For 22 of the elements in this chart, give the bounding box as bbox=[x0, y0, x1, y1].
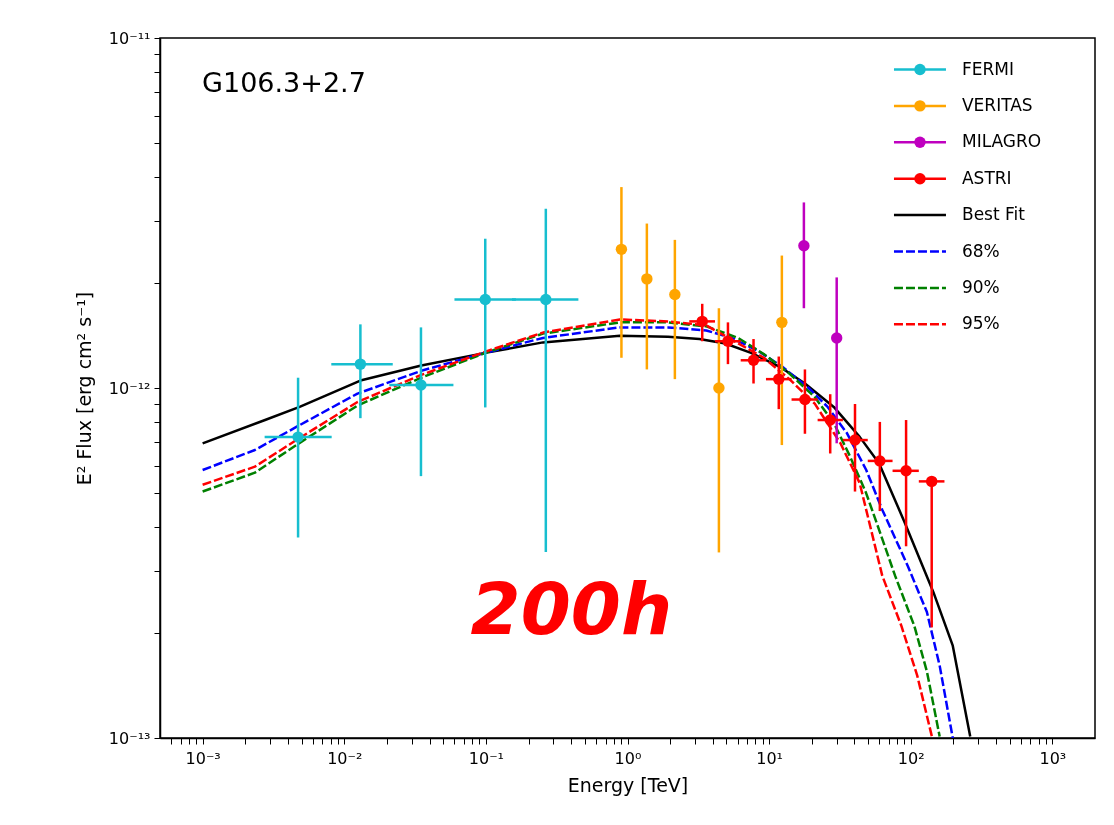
legend-label: 95% bbox=[961, 313, 1000, 334]
legend-label: FERMI bbox=[961, 58, 1014, 79]
x-tick-label: 10⁰ bbox=[614, 748, 642, 768]
y-tick-label: 10⁻¹² bbox=[108, 378, 151, 398]
legend-label: ASTRI bbox=[961, 167, 1012, 188]
x-tick-label: 10⁻¹ bbox=[468, 748, 504, 768]
x-tick-label: 10³ bbox=[1039, 748, 1067, 768]
x-tick-label: 10⁻² bbox=[327, 748, 363, 768]
x-tick-label: 10⁻³ bbox=[185, 748, 221, 768]
annotation: G106.3+2.7 bbox=[202, 66, 366, 98]
y-tick-label: 10⁻¹¹ bbox=[108, 28, 151, 48]
x-tick-label: 10² bbox=[897, 748, 925, 768]
y-tick-label: 10⁻¹³ bbox=[108, 728, 151, 748]
legend-label: MILAGRO bbox=[961, 131, 1042, 152]
y-axis-title: E² Flux [erg cm² s⁻¹] bbox=[72, 291, 95, 486]
x-axis-title: Energy [TeV] bbox=[567, 773, 689, 796]
legend-label: Best Fit bbox=[961, 204, 1026, 225]
x-tick-label: 10¹ bbox=[756, 748, 784, 768]
legend-label: 68% bbox=[961, 240, 1000, 261]
legend-label: 90% bbox=[961, 276, 1000, 297]
annotation: 200h bbox=[470, 567, 673, 651]
legend-label: VERITAS bbox=[961, 94, 1033, 115]
